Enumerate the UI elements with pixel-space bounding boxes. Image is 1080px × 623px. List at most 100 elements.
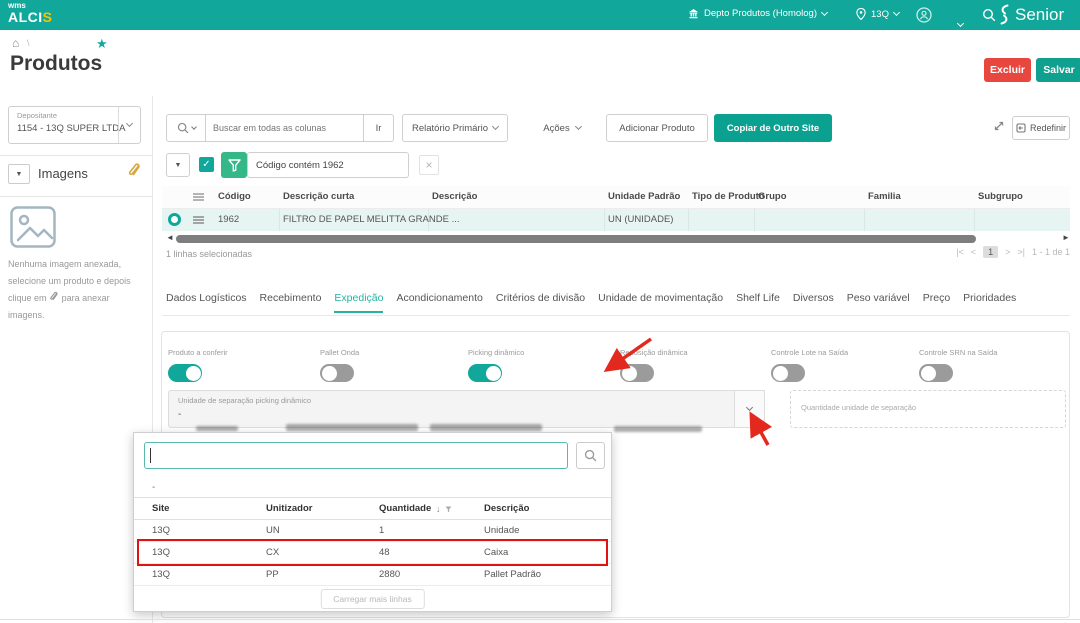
tab-dados-logisticos[interactable]: Dados Logísticos bbox=[166, 292, 247, 304]
toggle-controle-lote-saida: Controle Lote na Saída bbox=[771, 348, 848, 382]
popup-column-quantidade[interactable]: Quantidade bbox=[379, 503, 432, 514]
tab-acondicionamento[interactable]: Acondicionamento bbox=[396, 292, 483, 304]
reset-button[interactable]: Redefinir bbox=[1012, 116, 1070, 140]
pagination-range: 1 - 1 de 1 bbox=[1031, 247, 1070, 257]
sidebar-separator-2 bbox=[0, 196, 152, 197]
search-input[interactable] bbox=[206, 114, 364, 142]
depositante-value: 1154 - 13Q SUPER LTDA bbox=[17, 123, 126, 134]
selected-rows-status: 1 linhas selecionadas bbox=[166, 249, 253, 259]
filter-funnel-button[interactable] bbox=[221, 152, 247, 178]
add-product-button[interactable]: Adicionar Produto bbox=[606, 114, 708, 142]
tab-recebimento[interactable]: Recebimento bbox=[259, 292, 322, 304]
row-selected-radio[interactable] bbox=[168, 213, 181, 226]
unidade-separacao-dropdown-button[interactable] bbox=[735, 390, 765, 428]
unidade-separacao-field[interactable]: Unidade de separação picking dinâmico - bbox=[168, 390, 735, 428]
no-image-hint-text: Nenhuma imagem anexada, selecione um pro… bbox=[8, 259, 131, 321]
toggle-switch[interactable] bbox=[168, 364, 202, 382]
toggle-switch[interactable] bbox=[771, 364, 805, 382]
column-filter-icon[interactable] bbox=[445, 506, 452, 513]
filter-dropdown-button[interactable]: ▼ bbox=[166, 153, 190, 177]
home-icon[interactable]: ⌂ bbox=[12, 36, 20, 50]
popup-column-site[interactable]: Site bbox=[152, 503, 170, 514]
detail-tabs: Dados Logísticos Recebimento Expedição A… bbox=[166, 292, 1070, 313]
toggle-switch[interactable] bbox=[320, 364, 354, 382]
toggle-pallet-onda: Pallet Onda bbox=[320, 348, 359, 382]
delete-button[interactable]: Excluir bbox=[984, 58, 1031, 82]
scroll-right-arrow[interactable]: ► bbox=[1062, 233, 1070, 242]
products-table-header: Código Descrição curta Descrição Unidade… bbox=[162, 186, 1070, 209]
logo-wms-text: wms bbox=[8, 1, 26, 10]
favorite-star-icon[interactable]: ★ bbox=[96, 36, 108, 51]
horizontal-scrollbar-thumb[interactable] bbox=[176, 235, 976, 243]
column-header-unidade-padrao[interactable]: Unidade Padrão bbox=[608, 191, 681, 202]
search-go-button[interactable]: Ir bbox=[364, 114, 394, 142]
user-support-icon[interactable] bbox=[916, 7, 932, 23]
column-header-descricao-curta[interactable]: Descrição curta bbox=[283, 191, 355, 202]
filter-expression-input[interactable] bbox=[247, 152, 409, 178]
background-table-fragment bbox=[286, 424, 418, 431]
popup-row-unidade[interactable]: 13Q UN 1 Unidade bbox=[134, 520, 611, 542]
column-header-descricao[interactable]: Descrição bbox=[432, 191, 478, 202]
column-header-tipo-produto[interactable]: Tipo de Produto bbox=[692, 191, 765, 202]
pagination-prev-icon[interactable]: < bbox=[970, 247, 977, 257]
paperclip-icon[interactable] bbox=[127, 162, 142, 180]
tab-peso-variavel[interactable]: Peso variável bbox=[846, 292, 910, 304]
department-selector[interactable]: Depto Produtos (Homolog) bbox=[688, 8, 829, 19]
senior-brand-logo[interactable]: Senior bbox=[998, 4, 1064, 25]
reset-icon bbox=[1016, 123, 1026, 133]
site-selector[interactable]: 13Q bbox=[856, 8, 901, 20]
column-header-familia[interactable]: Familia bbox=[868, 191, 901, 202]
unidade-separacao-value: - bbox=[178, 409, 182, 420]
filter-clear-icon[interactable]: × bbox=[419, 155, 439, 175]
filter-checkbox[interactable]: ✓ bbox=[199, 157, 214, 172]
toggle-switch[interactable] bbox=[468, 364, 502, 382]
tab-preco[interactable]: Preço bbox=[922, 292, 951, 304]
table-row[interactable]: 1962 FILTRO DE PAPEL MELITTA GRANDE ... … bbox=[162, 209, 1070, 231]
report-select[interactable]: Relatório Primário bbox=[402, 114, 508, 142]
depositante-chevron-icon[interactable] bbox=[118, 107, 140, 143]
column-header-codigo[interactable]: Código bbox=[218, 191, 251, 202]
pagination-current-page[interactable]: 1 bbox=[983, 246, 999, 258]
cell-descricao-curta: FILTRO DE PAPEL MELITTA GRANDE ... bbox=[283, 214, 460, 225]
header-chevron-down-icon[interactable] bbox=[956, 13, 965, 31]
popup-search-input[interactable] bbox=[144, 442, 568, 469]
tab-unidade-movimentacao[interactable]: Unidade de movimentação bbox=[598, 292, 724, 304]
search-scope-button[interactable] bbox=[166, 114, 206, 142]
depositante-select[interactable]: Depositante 1154 - 13Q SUPER LTDA bbox=[8, 106, 141, 144]
actions-menu-button[interactable]: Ações bbox=[534, 114, 590, 142]
popup-empty-option[interactable]: - bbox=[152, 482, 156, 493]
column-header-grupo[interactable]: Grupo bbox=[758, 191, 787, 202]
copy-other-site-button[interactable]: Copiar de Outro Site bbox=[714, 114, 832, 142]
popup-row-pallet-padrao[interactable]: 13Q PP 2880 Pallet Padrão bbox=[134, 564, 611, 586]
tab-diversos[interactable]: Diversos bbox=[792, 292, 834, 304]
tab-expedicao[interactable]: Expedição bbox=[334, 292, 384, 313]
popup-search-button[interactable] bbox=[576, 442, 605, 469]
header-search-icon[interactable] bbox=[982, 8, 996, 22]
logo-alcis-text: ALCIS bbox=[8, 9, 53, 25]
wms-alcis-logo[interactable]: wms ALCIS bbox=[8, 2, 53, 25]
pagination-next-icon[interactable]: > bbox=[1005, 247, 1011, 257]
load-more-button[interactable]: Carregar mais linhas bbox=[320, 589, 425, 609]
imagens-collapse-button[interactable]: ▼ bbox=[8, 164, 30, 184]
page-title: Produtos bbox=[10, 52, 103, 75]
pagination-last-icon[interactable]: >| bbox=[1017, 247, 1025, 257]
save-button[interactable]: Salvar bbox=[1036, 58, 1080, 82]
column-header-subgrupo[interactable]: Subgrupo bbox=[978, 191, 1023, 202]
top-header-bar: wms ALCIS Depto Produtos (Homolog) 13Q S… bbox=[0, 0, 1080, 30]
popup-column-descricao[interactable]: Descrição bbox=[484, 503, 530, 514]
popup-row-caixa[interactable]: 13Q CX 48 Caixa bbox=[134, 542, 611, 564]
toggle-switch[interactable] bbox=[620, 364, 654, 382]
tab-shelf-life[interactable]: Shelf Life bbox=[736, 292, 780, 304]
scroll-left-arrow[interactable]: ◄ bbox=[166, 233, 174, 242]
toggle-switch[interactable] bbox=[919, 364, 953, 382]
row-menu-icon[interactable] bbox=[193, 216, 204, 224]
sidebar-separator bbox=[0, 155, 152, 156]
tab-prioridades[interactable]: Prioridades bbox=[963, 292, 1017, 304]
popup-column-unitizador[interactable]: Unitizador bbox=[266, 503, 313, 514]
sort-descending-icon[interactable]: ↓ bbox=[436, 504, 441, 514]
tab-criterios-divisao[interactable]: Critérios de divisão bbox=[495, 292, 586, 304]
toggle-produto-a-conferir: Produto a conferir bbox=[168, 348, 228, 382]
expand-icon[interactable] bbox=[993, 120, 1005, 132]
imagens-section-title: Imagens bbox=[38, 166, 88, 181]
pagination-first-icon[interactable]: |< bbox=[956, 247, 964, 257]
